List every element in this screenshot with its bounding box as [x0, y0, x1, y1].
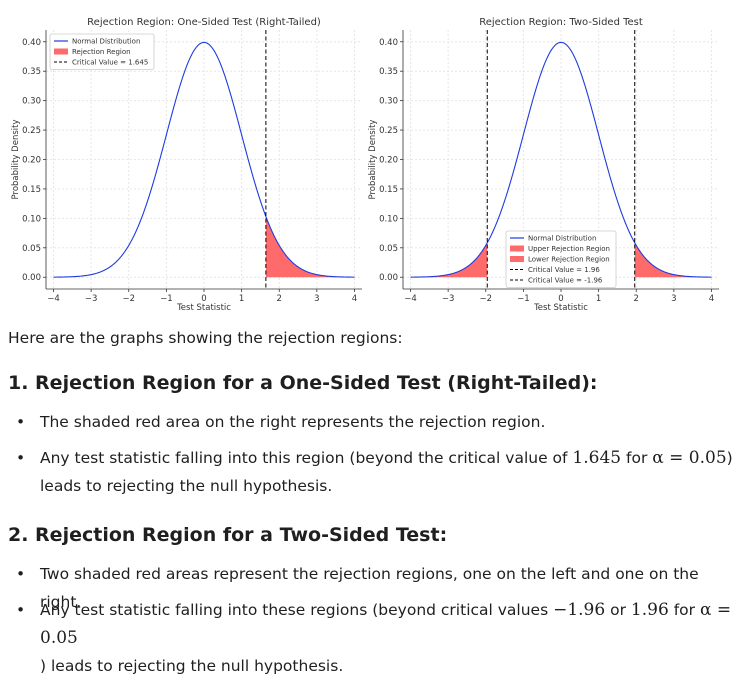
y-tick-label: 0.15 [379, 185, 398, 195]
normal-distribution-line [410, 41, 712, 278]
legend-patch-swatch [54, 48, 68, 55]
legend-label: Critical Value = -1.96 [528, 277, 603, 285]
y-tick-label: 0.30 [379, 97, 398, 107]
heading-two-sided: 2. Rejection Region for a Two-Sided Test… [8, 524, 448, 546]
y-tick-label: 0.35 [379, 67, 398, 77]
legend-label: Rejection Region [72, 48, 131, 56]
heading-one-sided: 1. Rejection Region for a One-Sided Test… [8, 372, 598, 394]
bullet-glyph: • [16, 565, 26, 583]
bullet-text: Two shaded red areas represent the rejec… [40, 565, 699, 611]
x-tick-label: −3 [85, 294, 98, 304]
bullet-glyph: • [16, 413, 26, 431]
bullet-text: The shaded red area on the right represe… [40, 413, 546, 431]
charts-figure: −4 −3 −2 −1 0 1 2 3 4 0.00 0.05 0.10 0.15 0.20 0.25 0.3… [11, 17, 719, 313]
x-tick-label: −1 [160, 294, 173, 304]
y-tick-label: 0.10 [22, 214, 41, 224]
y-tick-label: 0.00 [22, 273, 41, 283]
y-tick-label: 0.40 [379, 38, 398, 48]
math-critical-value: 1.645 [572, 448, 622, 468]
x-tick-label: 1 [596, 294, 601, 304]
y-tick-label: 0.30 [22, 97, 41, 107]
math-alpha: α = 0.05 [652, 448, 727, 468]
y-axis-label: Probability Density [368, 120, 378, 200]
x-tick-label: −4 [404, 294, 417, 304]
x-tick-label: 1 [239, 294, 244, 304]
x-tick-label: 4 [709, 294, 714, 304]
legend-label: Upper Rejection Region [528, 245, 610, 253]
x-tick-label: 2 [634, 294, 639, 304]
x-tick-label: −3 [442, 294, 455, 304]
rejection-region-area [265, 216, 355, 278]
x-axis-label: Test Statistic [176, 303, 231, 313]
math-neg-critical: −1.96 [553, 600, 606, 620]
legend-patch-swatch [510, 256, 524, 262]
x-tick-label: 2 [277, 294, 282, 304]
legend-box [505, 230, 617, 288]
x-tick-label: 0 [201, 294, 206, 304]
y-tick-label: 0.20 [379, 156, 398, 166]
normal-distribution-line [53, 41, 355, 278]
rejection-region-area [410, 242, 488, 278]
x-axis-label: Test Statistic [533, 303, 588, 313]
intro-paragraph: Here are the graphs showing the rejectio… [8, 329, 403, 347]
legend-patch-swatch [510, 245, 524, 252]
legend-label: Critical Value = 1.96 [528, 266, 600, 274]
bullet-glyph: • [16, 601, 26, 619]
legend-label: Normal Distribution [72, 38, 140, 46]
y-tick-label: 0.35 [22, 67, 41, 77]
bullet-glyph: • [16, 449, 26, 467]
math-pos-critical: 1.96 [630, 600, 669, 620]
x-tick-label: −1 [517, 294, 530, 304]
y-tick-label: 0.10 [379, 214, 398, 224]
legend: Normal Distribution Upper Rejection Regio… [505, 230, 617, 288]
y-tick-label: 0.05 [379, 244, 398, 254]
y-tick-label: 0.40 [22, 38, 41, 48]
y-tick-label: 0.00 [379, 273, 398, 283]
legend: Normal Distribution Rejection Region Criti… [49, 33, 155, 70]
x-tick-label: −2 [479, 294, 492, 304]
legend-label: Normal Distribution [528, 235, 596, 243]
math-alpha: α = 0.05 [40, 600, 732, 648]
y-tick-label: 0.25 [22, 126, 41, 136]
y-tick-label: 0.20 [22, 156, 41, 166]
x-tick-label: 3 [314, 294, 319, 304]
chart-2: −4 −3 −2 −1 0 1 2 3 4 0.00 0.05 0.10 0.15 0.20 0.25 0.3… [368, 17, 719, 313]
legend-label: Critical Value = 1.645 [72, 59, 148, 67]
chart-1: −4 −3 −2 −1 0 1 2 3 4 0.00 0.05 0.10 0.15 0.20 0.25 0.3… [11, 17, 362, 313]
y-tick-label: 0.05 [22, 244, 41, 254]
chart-title: Rejection Region: One-Sided Test (Right-… [87, 17, 321, 28]
legend-box [49, 33, 155, 70]
y-tick-label: 0.25 [379, 126, 398, 136]
chart-title: Rejection Region: Two-Sided Test [479, 17, 643, 28]
x-tick-label: 3 [671, 294, 676, 304]
y-tick-label: 0.15 [22, 185, 41, 195]
x-tick-label: 0 [558, 294, 563, 304]
x-tick-label: −4 [47, 294, 60, 304]
y-axis-label: Probability Density [11, 120, 21, 200]
rejection-region-area [634, 242, 712, 278]
x-tick-label: 4 [352, 294, 357, 304]
x-tick-label: −2 [122, 294, 135, 304]
legend-label: Lower Rejection Region [528, 256, 610, 264]
bullet-text: Any test statistic falling into this reg… [40, 448, 733, 495]
bullet-text: Any test statistic falling into these re… [40, 600, 732, 675]
